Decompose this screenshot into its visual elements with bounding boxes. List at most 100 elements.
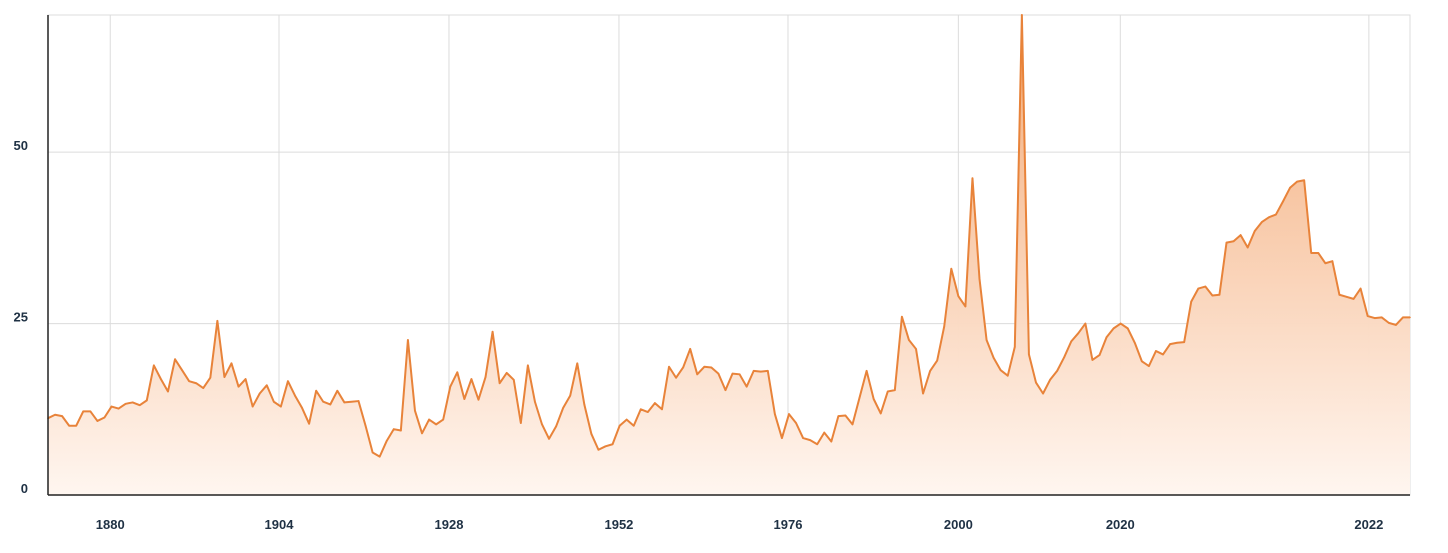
data-point xyxy=(96,420,99,422)
data-point xyxy=(364,424,367,427)
data-point xyxy=(498,382,501,385)
data-point xyxy=(1084,322,1087,325)
y-tick-label: 25 xyxy=(14,310,28,325)
data-point xyxy=(555,425,557,428)
data-point xyxy=(534,400,536,403)
data-point xyxy=(816,443,819,446)
data-point xyxy=(541,423,543,426)
data-point xyxy=(583,403,586,406)
data-point xyxy=(597,448,600,451)
data-point xyxy=(1148,365,1150,367)
data-point xyxy=(110,405,113,408)
data-point xyxy=(520,422,522,424)
data-point xyxy=(315,389,317,392)
data-point xyxy=(1112,327,1115,330)
data-point xyxy=(484,376,487,378)
data-point xyxy=(512,379,515,381)
data-point xyxy=(237,385,240,388)
x-axis-tick-labels: 1880 1904 1928 1952 1976 2000 2020 2022 xyxy=(96,517,1384,532)
data-point xyxy=(1246,246,1249,249)
data-point xyxy=(82,410,85,413)
data-point xyxy=(1133,341,1136,344)
data-point xyxy=(1402,316,1404,319)
data-point xyxy=(202,387,205,389)
data-point xyxy=(244,378,247,380)
data-point xyxy=(68,424,70,427)
data-point xyxy=(971,177,974,179)
data-point xyxy=(1197,287,1200,290)
data-point xyxy=(1388,322,1390,324)
data-point xyxy=(1028,353,1030,356)
data-point xyxy=(1331,260,1334,262)
data-point xyxy=(590,433,593,435)
data-point xyxy=(1049,379,1051,381)
data-point xyxy=(929,370,931,372)
data-point xyxy=(251,405,254,408)
data-point xyxy=(781,437,783,439)
data-point xyxy=(950,267,953,270)
data-point xyxy=(385,440,388,442)
data-point xyxy=(901,315,903,318)
data-point xyxy=(1324,262,1327,265)
data-point xyxy=(872,398,875,400)
data-point xyxy=(273,400,275,403)
data-point xyxy=(75,424,78,427)
data-point xyxy=(802,437,804,439)
data-point xyxy=(1239,234,1242,236)
data-point xyxy=(414,409,416,412)
data-point xyxy=(103,416,106,419)
data-point xyxy=(1359,287,1362,290)
data-point xyxy=(1366,315,1369,317)
data-point xyxy=(1070,340,1073,343)
data-point xyxy=(1409,316,1411,319)
data-point xyxy=(625,418,628,421)
data-point xyxy=(477,398,480,401)
data-point xyxy=(1211,294,1214,297)
data-point xyxy=(682,366,684,369)
data-point xyxy=(696,373,699,376)
data-point xyxy=(1345,296,1348,298)
series-line xyxy=(47,14,1410,458)
data-point xyxy=(463,398,466,400)
data-point xyxy=(710,366,713,369)
data-point xyxy=(181,369,183,372)
data-point xyxy=(258,392,261,395)
data-point xyxy=(1021,14,1023,16)
data-point xyxy=(280,405,282,408)
data-point xyxy=(1296,180,1298,183)
data-point xyxy=(1352,298,1355,300)
data-point xyxy=(54,413,56,416)
x-tick-label: 1880 xyxy=(96,517,125,532)
data-point xyxy=(1317,252,1320,254)
data-point xyxy=(308,422,310,425)
x-tick-label: 1904 xyxy=(265,517,295,532)
data-point xyxy=(230,362,233,365)
data-point xyxy=(167,390,169,393)
data-point xyxy=(936,359,938,362)
data-point xyxy=(1289,187,1291,189)
data-point xyxy=(738,373,741,376)
x-tick-label: 2000 xyxy=(944,517,973,532)
x-tick-label: 1976 xyxy=(774,517,803,532)
data-point xyxy=(301,407,303,409)
data-point xyxy=(378,455,381,458)
data-point xyxy=(767,370,769,372)
y-axis-tick-labels: 0 25 50 xyxy=(14,138,28,496)
data-point xyxy=(343,401,346,404)
data-point xyxy=(745,385,748,388)
data-point xyxy=(1380,316,1383,319)
data-point xyxy=(992,357,995,359)
data-point xyxy=(632,424,635,427)
data-point xyxy=(654,402,656,404)
data-point xyxy=(1218,293,1221,296)
data-point xyxy=(1275,213,1277,216)
data-point xyxy=(435,423,437,426)
data-point xyxy=(442,418,444,421)
data-point xyxy=(1176,341,1178,344)
axes xyxy=(47,15,1410,496)
data-point xyxy=(604,445,607,448)
data-point xyxy=(788,413,790,415)
data-point xyxy=(153,364,155,367)
